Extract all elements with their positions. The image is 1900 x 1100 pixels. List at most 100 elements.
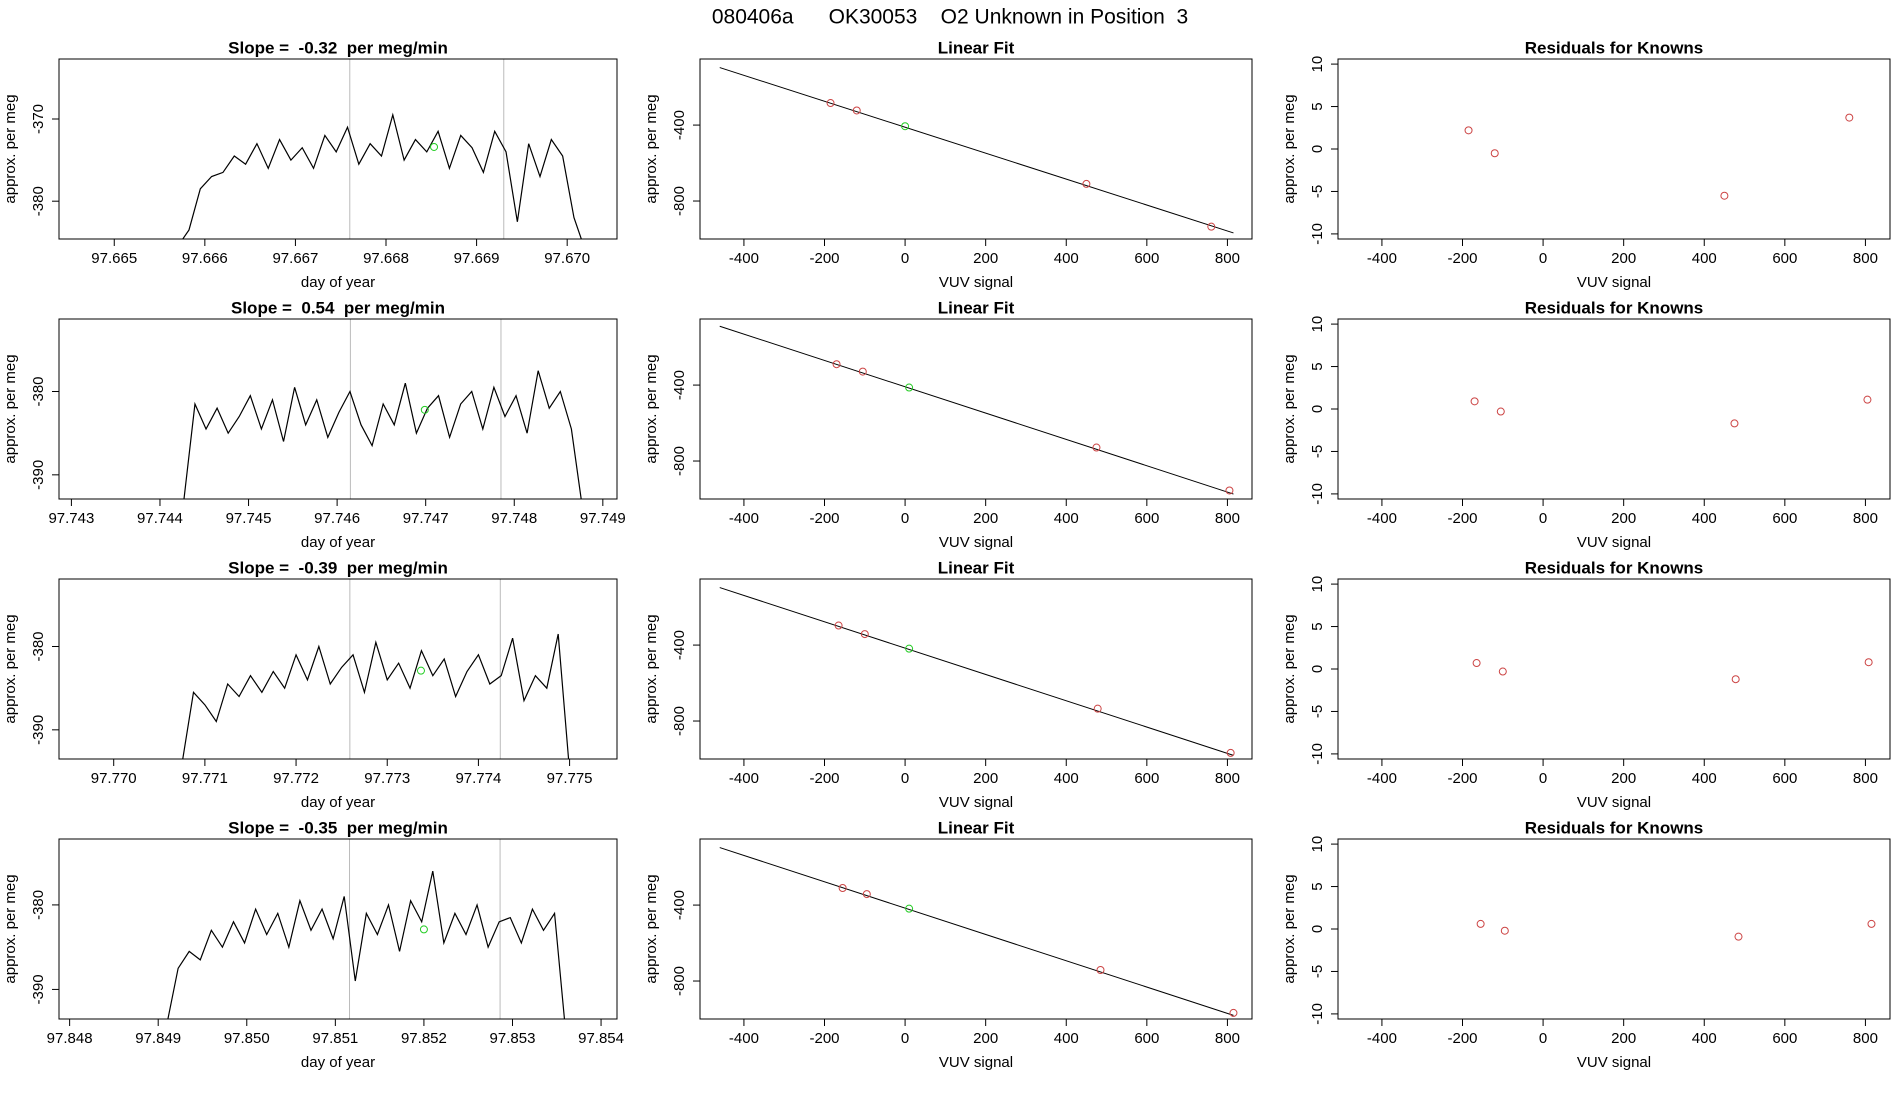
- x-tick-label: 800: [1853, 250, 1878, 267]
- y-axis-label: approx. per meg: [643, 94, 660, 203]
- fit-line: [719, 847, 1234, 1016]
- point: [1476, 919, 1485, 928]
- plot-area: [167, 839, 566, 1019]
- y-tick-label: -5: [1309, 705, 1326, 718]
- plot-frame: [58, 578, 618, 760]
- point: [852, 106, 861, 115]
- x-tick-label: -200: [809, 250, 839, 267]
- plot-area: [719, 325, 1234, 495]
- x-tick-label: -400: [1367, 1030, 1397, 1047]
- point: [1470, 397, 1479, 406]
- panel-title: Slope = -0.35 per meg/min: [228, 818, 448, 837]
- point: [1207, 222, 1216, 231]
- y-tick-label: 0: [1309, 925, 1326, 933]
- x-tick-label: 97.773: [364, 770, 410, 787]
- panel: Linear Fit VUV signal approx. per meg -400 -…: [643, 558, 1253, 811]
- point: [1096, 966, 1105, 975]
- y-tick-label: -400: [671, 630, 688, 660]
- x-tick-label: -400: [1367, 510, 1397, 527]
- y-tick-label: 5: [1309, 882, 1326, 890]
- y-tick-label: -10: [1309, 743, 1326, 765]
- plot-frame: [699, 58, 1253, 240]
- x-tick-label: -200: [809, 510, 839, 527]
- x-tick-label: 0: [1539, 250, 1547, 267]
- panel: Residuals for Knowns VUV signal approx. pe…: [1281, 38, 1891, 291]
- point: [1490, 149, 1499, 158]
- x-tick-label: 0: [901, 770, 909, 787]
- x-tick-label: 97.744: [137, 510, 183, 527]
- x-tick-label: 400: [1692, 510, 1717, 527]
- x-tick-label: 97.743: [48, 510, 94, 527]
- x-tick-label: 0: [1539, 1030, 1547, 1047]
- y-axis-label: approx. per meg: [1281, 874, 1298, 983]
- y-axis-label: approx. per meg: [1281, 354, 1298, 463]
- point: [860, 630, 869, 639]
- plot-frame: [1337, 58, 1891, 240]
- panel-title: Residuals for Knowns: [1525, 818, 1704, 837]
- plot-area: [719, 587, 1235, 757]
- y-tick-label: 5: [1309, 622, 1326, 630]
- x-tick-label: 97.849: [135, 1030, 181, 1047]
- panel-title: Slope = -0.39 per meg/min: [228, 558, 448, 577]
- panel-title: Residuals for Knowns: [1525, 298, 1704, 317]
- x-tick-label: 97.854: [578, 1030, 624, 1047]
- unknown-point: [416, 666, 425, 675]
- y-tick-label: 5: [1309, 362, 1326, 370]
- x-tick-label: -200: [1447, 250, 1477, 267]
- y-tick-label: -800: [671, 186, 688, 216]
- panel: Linear Fit VUV signal approx. per meg -400 -…: [643, 38, 1253, 291]
- y-axis-label: approx. per meg: [1281, 614, 1298, 723]
- x-tick-label: 97.850: [224, 1030, 270, 1047]
- panel: Slope = 0.54 per meg/min day of year appro…: [2, 298, 626, 550]
- x-tick-label: 800: [1215, 510, 1240, 527]
- data-line: [182, 112, 582, 239]
- point: [838, 883, 847, 892]
- plot-frame: [58, 318, 618, 500]
- x-tick-label: 400: [1692, 1030, 1717, 1047]
- y-tick-label: -800: [671, 966, 688, 996]
- y-axis-label: approx. per meg: [1281, 94, 1298, 203]
- x-tick-label: 400: [1692, 770, 1717, 787]
- x-axis-label: VUV signal: [1577, 794, 1651, 811]
- unknown-point: [419, 925, 428, 934]
- plot-frame: [699, 838, 1253, 1020]
- y-tick-label: -5: [1309, 965, 1326, 978]
- x-tick-label: 800: [1215, 770, 1240, 787]
- x-tick-label: 0: [1539, 770, 1547, 787]
- y-tick-label: -800: [671, 706, 688, 736]
- x-tick-label: 97.665: [91, 250, 137, 267]
- data-line: [183, 370, 582, 499]
- unknown-point: [420, 405, 429, 414]
- y-tick-label: 0: [1309, 665, 1326, 673]
- panel-title: Slope = 0.54 per meg/min: [231, 298, 445, 317]
- point: [1730, 419, 1739, 428]
- x-tick-label: 400: [1692, 250, 1717, 267]
- panel-title: Residuals for Knowns: [1525, 558, 1704, 577]
- point: [1867, 919, 1876, 928]
- x-tick-label: 97.747: [403, 510, 449, 527]
- x-tick-label: 800: [1853, 770, 1878, 787]
- y-axis-label: approx. per meg: [2, 94, 19, 203]
- point: [862, 890, 871, 899]
- x-tick-label: -400: [729, 770, 759, 787]
- point: [1863, 395, 1872, 404]
- y-axis-label: approx. per meg: [643, 614, 660, 723]
- plot-frame: [58, 58, 618, 240]
- plot-frame: [1337, 578, 1891, 760]
- y-tick-label: -10: [1309, 1003, 1326, 1025]
- panel: Residuals for Knowns VUV signal approx. pe…: [1281, 558, 1891, 811]
- x-tick-label: 200: [1611, 1030, 1636, 1047]
- x-tick-label: 97.748: [491, 510, 537, 527]
- x-tick-label: 400: [1054, 510, 1079, 527]
- plot-frame: [699, 318, 1253, 500]
- x-tick-label: -200: [809, 1030, 839, 1047]
- y-tick-label: -380: [30, 890, 47, 920]
- point: [826, 99, 835, 108]
- x-axis-label: VUV signal: [939, 794, 1013, 811]
- plot-area: [1476, 919, 1876, 941]
- x-tick-label: 97.667: [272, 250, 318, 267]
- x-tick-label: -400: [1367, 770, 1397, 787]
- x-tick-label: -400: [729, 510, 759, 527]
- point: [905, 904, 914, 913]
- x-tick-label: -400: [1367, 250, 1397, 267]
